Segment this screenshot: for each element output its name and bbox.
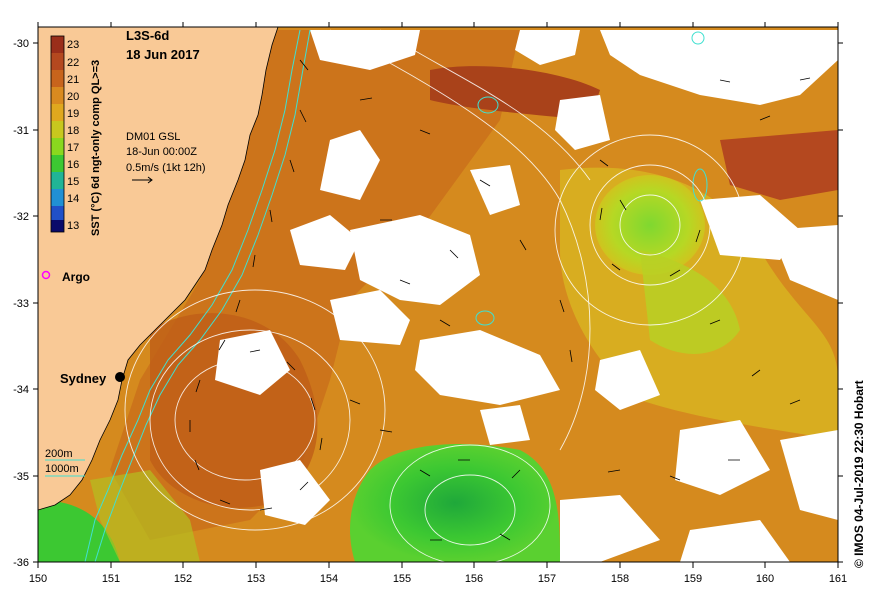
sydney-label: Sydney xyxy=(60,371,107,386)
product-code: L3S-6d xyxy=(126,28,169,43)
colorbar-tick-label: 15 xyxy=(67,176,79,188)
model-name: DM01 GSL xyxy=(126,131,180,143)
colorbar-tick-label: 18 xyxy=(67,125,79,137)
axis-tick-marks xyxy=(33,22,843,568)
lat-tick-label: -34 xyxy=(13,384,29,396)
lat-tick-label: -30 xyxy=(13,38,29,50)
isobath-200m xyxy=(84,29,301,562)
sst-colorbar xyxy=(50,35,65,233)
lat-tick-label: -32 xyxy=(13,211,29,223)
warm-patch-north xyxy=(430,66,600,120)
lat-tick-label: -31 xyxy=(13,125,29,137)
sydney-marker xyxy=(115,372,125,382)
cool-strip-south-coast xyxy=(90,470,200,562)
colorbar-title: SST (°C) 6d ngt-only comp QL>=3 xyxy=(90,60,102,236)
isobath-seamount xyxy=(475,310,495,326)
isobath-200m-label: 200m xyxy=(45,448,73,460)
cold-eddy-south xyxy=(350,444,560,562)
colorbar-tick-label: 23 xyxy=(67,39,79,51)
cool-patch-east-mid xyxy=(640,250,740,354)
longitude-labels: 150 151 152 153 154 155 156 157 158 159 … xyxy=(29,573,847,585)
colorbar-labels: 23 22 21 20 19 18 17 16 15 14 13 xyxy=(67,39,79,232)
lon-tick-label: 159 xyxy=(684,573,702,585)
sea-level-contours xyxy=(124,29,746,562)
colorbar-tick-label: 13 xyxy=(67,220,79,232)
lon-tick-label: 160 xyxy=(756,573,774,585)
lon-tick-label: 161 xyxy=(829,573,847,585)
imos-credit: © IMOS 04-Jul-2019 22:30 Hobart xyxy=(852,380,866,568)
latitude-labels: -30 -31 -32 -33 -34 -35 -36 xyxy=(13,38,29,569)
coastline-outline xyxy=(38,27,279,511)
lon-tick-label: 157 xyxy=(538,573,556,585)
lon-tick-label: 155 xyxy=(393,573,411,585)
plot-frame xyxy=(37,26,839,563)
surface-current-arrows xyxy=(189,59,811,541)
australian-coastline-land xyxy=(38,27,278,510)
lon-tick-label: 158 xyxy=(611,573,629,585)
cloud-gaps xyxy=(215,30,838,562)
colorbar-tick-label: 21 xyxy=(67,74,79,86)
lon-tick-label: 150 xyxy=(29,573,47,585)
lon-tick-label: 151 xyxy=(102,573,120,585)
colorbar-tick-label: 14 xyxy=(67,193,79,205)
model-time: 18-Jun 00:00Z xyxy=(126,146,197,158)
lat-tick-label: -33 xyxy=(13,298,29,310)
isobath-1000m xyxy=(94,29,311,562)
warm-patch-northeast xyxy=(720,130,838,200)
lon-tick-label: 152 xyxy=(174,573,192,585)
vector-scale-arrow xyxy=(132,176,153,184)
cool-eddy-north xyxy=(595,175,705,275)
isobath-seamount xyxy=(692,168,708,202)
colorbar-tick-label: 20 xyxy=(67,91,79,103)
colorbar-tick-label: 19 xyxy=(67,108,79,120)
colorbar-tick-label: 16 xyxy=(67,159,79,171)
lon-tick-label: 154 xyxy=(320,573,338,585)
lon-tick-label: 153 xyxy=(247,573,265,585)
isobath-1000m-label: 1000m xyxy=(45,463,79,475)
lat-tick-label: -35 xyxy=(13,471,29,483)
argo-float-marker xyxy=(41,270,51,280)
lat-tick-label: -36 xyxy=(13,557,29,569)
lon-tick-label: 156 xyxy=(465,573,483,585)
colorbar-tick-label: 22 xyxy=(67,57,79,69)
vector-scale-label: 0.5m/s (1kt 12h) xyxy=(126,162,205,174)
argo-label: Argo xyxy=(62,270,90,284)
isobath-seamount xyxy=(691,31,705,45)
isobath-seamount xyxy=(477,96,499,114)
product-date: 18 Jun 2017 xyxy=(126,47,200,62)
colorbar-tick-label: 17 xyxy=(67,142,79,154)
